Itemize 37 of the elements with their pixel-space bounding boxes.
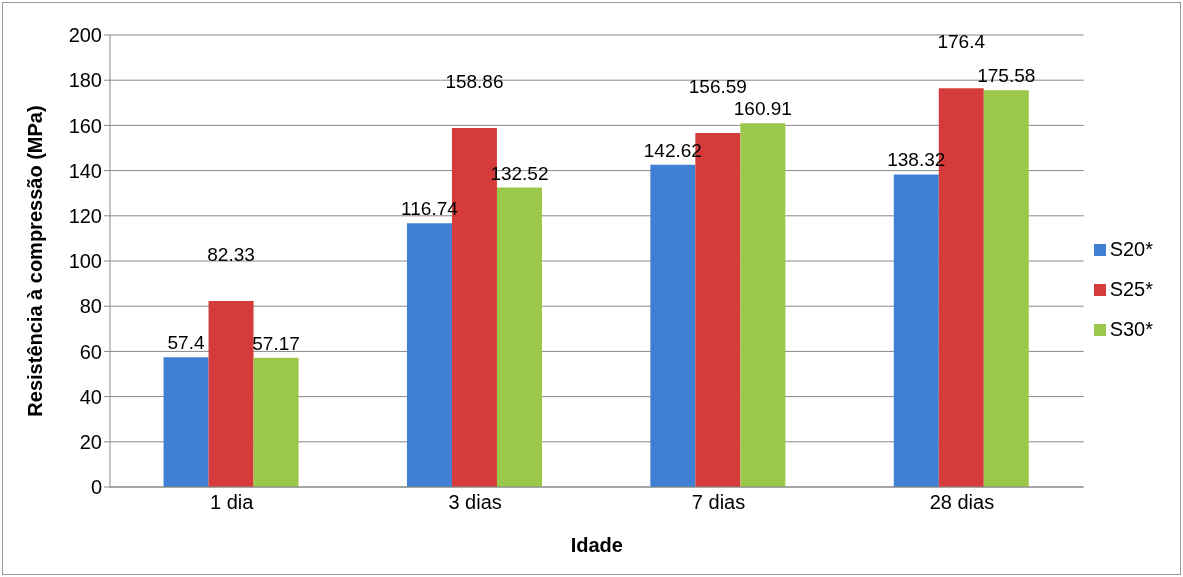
data-label: 175.58 [977, 65, 1036, 87]
y-tick-label: 160 [68, 114, 102, 137]
x-axis-title: Idade [570, 534, 623, 556]
data-label: 156.59 [688, 76, 747, 98]
bar [163, 357, 209, 487]
bar [406, 223, 452, 487]
data-label: 176.4 [937, 31, 986, 53]
legend-label: S30* [1109, 317, 1153, 340]
y-axis-title: Resistência à compressão (MPa) [24, 105, 47, 417]
x-tick-label: 7 dias [691, 491, 746, 514]
bar [983, 90, 1029, 487]
x-tick-label: 3 dias [448, 491, 502, 514]
data-label: 160.91 [733, 98, 792, 120]
bar [496, 187, 542, 487]
bar [740, 123, 786, 487]
y-tick-label: 180 [68, 69, 102, 92]
legend-label: S20* [1109, 237, 1153, 260]
data-label: 158.86 [445, 70, 504, 92]
legend-label: S25* [1109, 277, 1153, 300]
y-tick-label: 20 [79, 430, 102, 453]
data-label: 57.4 [167, 332, 205, 354]
y-tick-label: 200 [68, 24, 102, 47]
y-tick-label: 60 [79, 340, 102, 363]
data-label: 82.33 [207, 243, 255, 265]
y-tick-label: 120 [68, 204, 102, 227]
bar [253, 357, 299, 487]
data-label: 57.17 [252, 332, 300, 354]
y-tick-label: 140 [68, 159, 102, 182]
bar [650, 164, 696, 487]
y-tick-label: 0 [90, 476, 102, 499]
y-tick-label: 40 [79, 385, 102, 408]
bar [893, 174, 939, 487]
bar [208, 300, 254, 487]
x-tick-label: 28 dias [929, 491, 995, 514]
y-tick-label: 100 [68, 250, 102, 273]
y-tick-label: 80 [79, 295, 102, 318]
x-tick-label: 1 dia [210, 491, 255, 514]
